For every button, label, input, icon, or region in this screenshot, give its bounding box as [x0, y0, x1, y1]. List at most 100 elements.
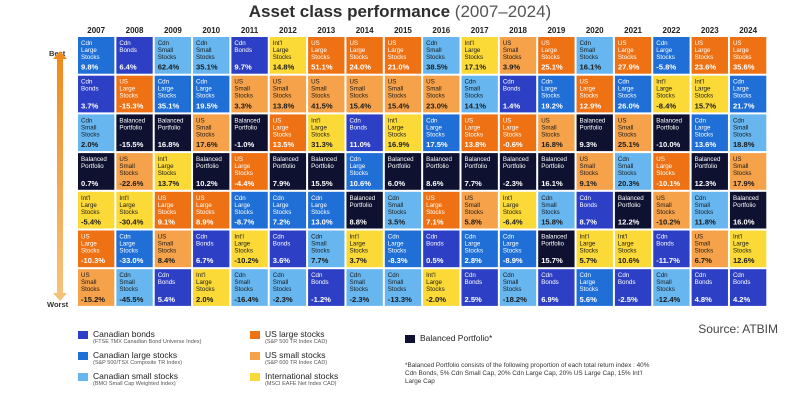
cell-asset-label: Large — [580, 86, 596, 93]
cell-asset-label: Int'l — [465, 40, 474, 47]
cell-asset-label: Small — [656, 279, 671, 286]
year-label: 2023 — [701, 26, 719, 35]
cell-background — [729, 269, 767, 306]
cell-asset-label: Stocks — [196, 209, 215, 216]
cell-background — [231, 269, 268, 306]
cell-asset-label: Large — [580, 279, 596, 286]
cell-asset-label: Cdn — [158, 40, 170, 47]
cell-asset-label: Cdn — [388, 272, 400, 279]
cell-asset-label: Stocks — [81, 54, 100, 61]
cell-asset-label: Stocks — [618, 93, 637, 100]
cell-asset-label: Int'l — [618, 234, 627, 241]
cell-asset-label: US — [695, 234, 704, 241]
cell-return-value: 3.9% — [503, 63, 521, 72]
cell-return-value: 10.6% — [618, 256, 640, 265]
cell-return-value: 6.4% — [119, 63, 137, 72]
cell-background — [653, 153, 690, 190]
cell-asset-label: Int'l — [388, 117, 397, 124]
cell-asset-label: Cdn — [81, 79, 93, 86]
cell-asset-label: Cdn — [733, 272, 745, 279]
cell-background — [729, 230, 767, 268]
cell-asset-label: Large — [119, 202, 135, 209]
cell-asset-label: Large — [503, 241, 519, 248]
cell-background — [346, 191, 383, 229]
cell-asset-label: Cdn — [388, 234, 400, 241]
cell-asset-label: Stocks — [81, 248, 100, 255]
cell-asset-label: Stocks — [234, 286, 253, 293]
cell-return-value: 8.8% — [349, 218, 367, 227]
cell-asset-label: Portfolio — [426, 163, 449, 170]
cell-return-value: 26.0% — [618, 101, 640, 110]
cell-return-value: 9.8% — [81, 63, 99, 72]
cell-asset-label: Small — [733, 163, 748, 170]
cell-return-value: 25.1% — [541, 63, 563, 72]
cell-asset-label: Large — [234, 241, 250, 248]
cell-asset-label: Stocks — [695, 131, 714, 138]
cell-asset-label: Large — [349, 241, 365, 248]
cell-background — [308, 75, 345, 113]
cell-asset-label: Stocks — [349, 170, 368, 177]
cell-asset-label: Small — [158, 241, 173, 248]
cell-asset-label: Stocks — [119, 286, 138, 293]
cell-asset-label: Large — [426, 279, 442, 286]
cell-return-value: 17.1% — [465, 63, 487, 72]
cell-asset-label: US — [81, 272, 90, 279]
cell-asset-label: Small — [388, 86, 403, 93]
cell-asset-label: Int'l — [158, 156, 167, 163]
cell-asset-label: Stocks — [196, 131, 215, 138]
cell-background — [154, 75, 192, 113]
cell-return-value: -22.6% — [119, 179, 143, 188]
cell-asset-label: Large — [656, 47, 672, 54]
cell-asset-label: Stocks — [503, 286, 522, 293]
cell-asset-label: Stocks — [158, 93, 177, 100]
cell-asset-label: Cdn — [618, 156, 630, 163]
cell-return-value: 6.0% — [388, 179, 406, 188]
cell-background — [78, 269, 115, 306]
cell-asset-label: Small — [503, 279, 518, 286]
cell-asset-label: Large — [196, 202, 212, 209]
cell-asset-label: US — [349, 79, 358, 86]
cell-return-value: 1.4% — [503, 101, 521, 110]
cell-asset-label: Balanced — [158, 117, 184, 124]
cell-return-value: 16.0% — [733, 218, 755, 227]
cell-asset-label: US — [656, 195, 665, 202]
cell-asset-label: Stocks — [81, 286, 100, 293]
cell-asset-label: Stocks — [733, 170, 752, 177]
cell-background — [78, 191, 115, 229]
cell-background — [729, 114, 767, 152]
cell-asset-label: Portfolio — [503, 163, 526, 170]
year-label: 2009 — [164, 26, 182, 35]
cell-background — [308, 153, 345, 190]
cell-return-value: 15.4% — [349, 101, 371, 110]
cell-return-value: 8.9% — [196, 218, 214, 227]
cell-asset-label: Large — [81, 202, 97, 209]
year-label: 2010 — [202, 26, 220, 35]
cell-asset-label: Stocks — [273, 54, 292, 61]
cell-asset-label: Cdn — [273, 234, 285, 241]
cell-asset-label: US — [234, 156, 243, 163]
cell-return-value: -8.4% — [656, 101, 676, 110]
cell-asset-label: Stocks — [119, 209, 138, 216]
cell-asset-label: Cdn — [541, 79, 553, 86]
cell-asset-label: Cdn — [311, 272, 323, 279]
cell-asset-label: Stocks — [733, 54, 752, 61]
cell-asset-label: Stocks — [119, 93, 138, 100]
